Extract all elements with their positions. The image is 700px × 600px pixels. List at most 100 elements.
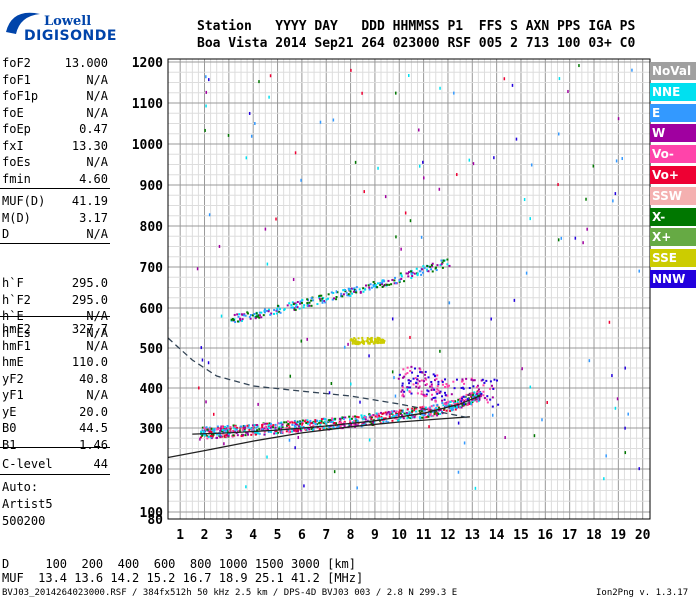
- echo-point: [427, 376, 430, 379]
- noise-point: [541, 418, 543, 422]
- param-name: hmF1: [2, 338, 31, 353]
- echo-point: [258, 316, 261, 319]
- echo-point: [285, 430, 288, 433]
- echo-point: [216, 433, 219, 436]
- echo-point: [369, 414, 372, 417]
- param-name: foEp: [2, 122, 31, 136]
- noise-point: [627, 412, 629, 416]
- param-row-yf1: yF1 N/A: [2, 388, 108, 403]
- echo-point: [403, 280, 406, 283]
- profile-curve: [192, 395, 480, 435]
- echo-point: [395, 417, 398, 420]
- echo-point: [353, 423, 356, 426]
- param-name: foF1: [2, 72, 31, 87]
- x-tick-label: 3: [225, 528, 233, 543]
- param-value: N/A: [86, 325, 108, 340]
- echo-point: [210, 430, 213, 433]
- echo-point: [406, 408, 409, 411]
- echo-point: [379, 283, 382, 286]
- param-name: h`F2: [2, 292, 31, 307]
- echo-point: [437, 406, 440, 409]
- echo-point: [380, 415, 383, 418]
- echo-point: [477, 390, 480, 393]
- echo-point: [312, 427, 315, 430]
- echo-point: [366, 336, 369, 339]
- echo-point: [333, 297, 336, 300]
- echo-point: [343, 421, 346, 424]
- echo-point: [356, 424, 359, 427]
- noise-point: [363, 190, 365, 194]
- echo-point: [237, 315, 240, 318]
- echo-point: [398, 279, 401, 282]
- echo-point: [427, 390, 430, 393]
- echo-point: [372, 342, 375, 345]
- echo-point: [296, 300, 299, 303]
- echo-point: [388, 413, 391, 416]
- echo-point: [366, 339, 369, 342]
- echo-point: [384, 283, 387, 286]
- echo-point: [299, 425, 302, 428]
- noise-point: [292, 278, 295, 282]
- echo-point: [372, 421, 375, 424]
- echo-point: [415, 407, 418, 410]
- noise-point: [557, 132, 560, 136]
- noise-point: [208, 213, 211, 217]
- profile-curves: [167, 337, 480, 459]
- echo-point: [320, 418, 323, 421]
- noise-point: [558, 77, 561, 81]
- noise-point: [330, 382, 333, 386]
- echo-point: [310, 299, 313, 302]
- echo-point: [409, 386, 412, 389]
- echo-point: [473, 391, 476, 394]
- param-row-clevel: C-level 44: [2, 457, 108, 472]
- echo-point: [394, 282, 397, 285]
- echo-point: [380, 283, 383, 286]
- echo-point: [211, 435, 214, 438]
- echo-point: [408, 411, 411, 414]
- echo-point: [410, 270, 413, 273]
- echo-point: [355, 341, 358, 344]
- noise-point: [574, 236, 577, 240]
- echo-point: [223, 434, 226, 437]
- echo-point: [354, 415, 357, 418]
- echo-point: [418, 367, 421, 370]
- echo-point: [245, 431, 248, 434]
- echo-point: [295, 305, 298, 308]
- noise-point: [391, 370, 394, 374]
- echo-point: [407, 413, 410, 416]
- echo-point: [465, 393, 468, 396]
- echo-point: [430, 380, 433, 383]
- noise-point: [350, 68, 352, 72]
- echo-point: [431, 270, 434, 273]
- autoscale-artist: Artist5: [2, 497, 53, 511]
- echo-point: [423, 373, 426, 376]
- param-value: 327.7: [71, 322, 108, 336]
- echo-point: [403, 390, 406, 393]
- echo-point: [236, 313, 239, 316]
- echo-point: [384, 417, 387, 420]
- echo-point: [448, 264, 451, 267]
- echo-point: [354, 417, 357, 420]
- echo-point: [475, 391, 478, 394]
- echo-point: [357, 416, 360, 419]
- echo-point: [407, 379, 410, 382]
- noise-point: [631, 68, 633, 72]
- echo-point: [459, 399, 462, 402]
- echo-point: [234, 321, 237, 324]
- echo-point: [244, 314, 247, 317]
- echo-point: [370, 422, 373, 425]
- echo-point: [416, 378, 419, 381]
- noise-point: [409, 335, 411, 339]
- echo-point: [279, 311, 282, 314]
- echo-point: [435, 407, 438, 410]
- echo-point: [454, 405, 457, 408]
- noise-point: [515, 137, 518, 141]
- y-tick-label: 900: [140, 179, 164, 194]
- echo-point: [368, 288, 371, 291]
- echo-point: [435, 377, 438, 380]
- echo-point: [258, 314, 261, 317]
- echo-point: [352, 338, 355, 341]
- echo-point: [288, 302, 291, 305]
- echo-point: [496, 379, 499, 382]
- echo-point: [272, 426, 275, 429]
